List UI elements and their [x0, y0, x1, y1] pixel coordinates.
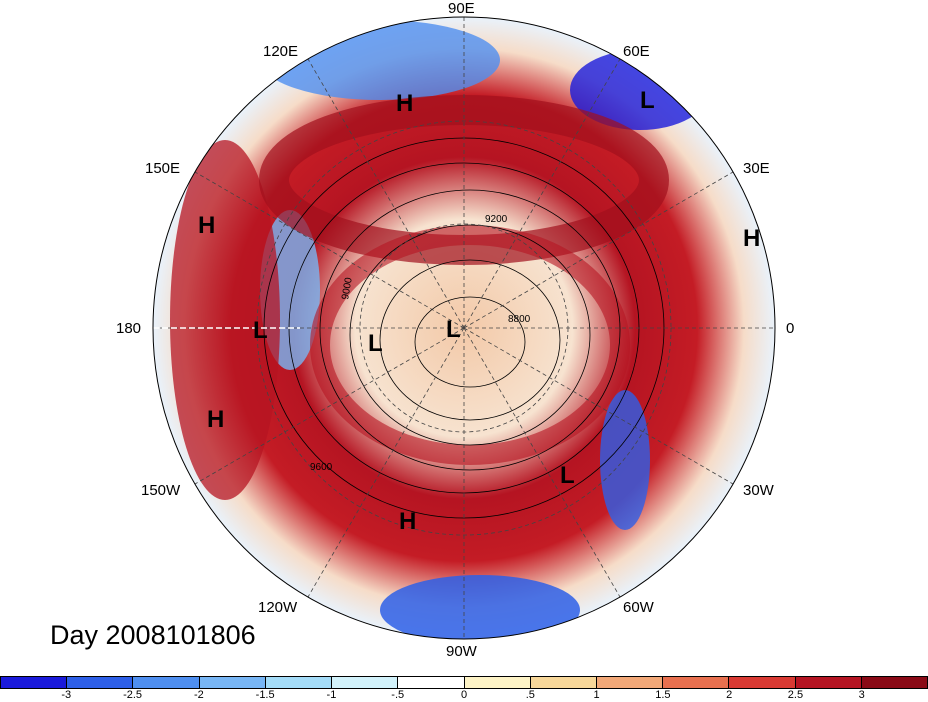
colorbar-tick-label: 0 — [460, 689, 468, 701]
pressure-marker: L — [560, 462, 575, 489]
colorbar — [0, 676, 928, 689]
colorbar-swatch — [861, 677, 928, 688]
colorbar-swatch — [795, 677, 862, 688]
colorbar-tick-label: 2.5 — [787, 689, 804, 701]
colorbar-tick-label: -2 — [193, 689, 204, 701]
lon-label-120e: 120E — [263, 43, 299, 60]
colorbar-swatch — [133, 677, 200, 688]
contour-label: 9200 — [485, 214, 508, 225]
colorbar-tick-label: 1.5 — [655, 689, 671, 701]
lon-label-90w: 90W — [446, 643, 477, 660]
colorbar-swatch — [530, 677, 597, 688]
colorbar-tick-label: 3 — [858, 689, 865, 701]
colorbar-swatch — [596, 677, 664, 688]
colorbar-tick-label: .5 — [525, 689, 535, 701]
pressure-marker: L — [640, 87, 655, 114]
lon-label-180: 180 — [116, 320, 142, 337]
colorbar-swatch — [265, 677, 333, 688]
colorbar-swatch — [398, 677, 465, 688]
pressure-marker: H — [207, 406, 225, 433]
contour-label: 8800 — [508, 314, 531, 325]
pressure-marker: L — [446, 316, 461, 343]
colorbar-tick-label: -1.5 — [255, 689, 275, 701]
colorbar-swatch — [663, 677, 730, 688]
lon-label-90e: 90E — [448, 0, 475, 17]
colorbar-swatch — [199, 677, 266, 688]
pressure-marker: H — [396, 90, 414, 117]
colorbar-swatch — [1, 677, 68, 688]
colorbar-swatch — [332, 677, 399, 688]
pressure-marker: L — [368, 330, 383, 357]
lon-label-60e: 60E — [623, 43, 650, 60]
lon-label-30w: 30W — [743, 482, 774, 499]
colorbar-tick-label: 2 — [726, 689, 733, 701]
contour-label: 9000 — [340, 276, 355, 300]
lon-label-150w: 150W — [141, 482, 181, 499]
pressure-marker: H — [743, 225, 761, 252]
colorbar-swatch — [67, 677, 134, 688]
lon-label-30e: 30E — [743, 160, 770, 177]
map-title: Day 2008101806 — [50, 620, 256, 650]
colorbar-tick-label: 1 — [593, 689, 600, 701]
lon-label-60w: 60W — [623, 599, 654, 616]
lon-label-150e: 150E — [145, 160, 181, 177]
colorbar-tick-label: -1 — [326, 689, 337, 701]
pressure-marker: L — [253, 317, 268, 344]
pressure-marker: H — [399, 508, 417, 535]
lon-label-120w: 120W — [258, 599, 298, 616]
colorbar-swatch — [729, 677, 796, 688]
colorbar-tick-label: -3 — [61, 689, 72, 701]
lon-label-0: 0 — [786, 320, 795, 337]
graticule — [153, 17, 775, 639]
contour-labels: 9200 8800 9000 9600 — [310, 214, 531, 473]
map-boundary — [152, 16, 776, 640]
contour-label: 9600 — [310, 462, 333, 473]
colorbar-tick-label: -.5 — [391, 689, 405, 701]
colorbar-swatch — [464, 677, 531, 688]
pressure-marker: H — [198, 212, 216, 239]
colorbar-tick-label: -2.5 — [123, 689, 143, 701]
